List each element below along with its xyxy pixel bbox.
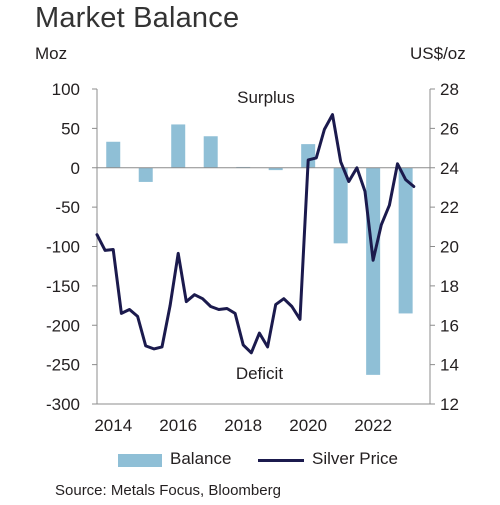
left-axis-tick-label: -100 <box>46 238 80 257</box>
balance-bar <box>138 167 153 182</box>
x-axis-tick-label: 2018 <box>224 416 262 435</box>
right-axis-tick-label: 26 <box>440 119 459 138</box>
market-balance-chart: 100500-50-100-150-200-250-30028262422201… <box>46 80 459 435</box>
chart-title: Market Balance <box>35 2 240 34</box>
left-axis-tick-label: -50 <box>55 198 80 217</box>
legend-silver-price-label: Silver Price <box>312 449 398 468</box>
left-axis-unit: Moz <box>35 44 68 63</box>
legend-balance-label: Balance <box>170 449 232 468</box>
balance-bar <box>333 167 348 244</box>
balance-bar <box>366 167 381 375</box>
left-axis-tick-label: -150 <box>46 277 80 296</box>
right-axis-tick-label: 28 <box>440 80 459 99</box>
left-axis-tick-label: 100 <box>52 80 80 99</box>
left-axis-tick-label: 50 <box>61 119 80 138</box>
silver-price-line <box>95 113 416 355</box>
balance-bar <box>398 167 413 314</box>
right-axis-unit: US$/oz <box>410 44 466 63</box>
legend-balance-swatch <box>118 454 162 467</box>
balance-bar <box>268 167 283 171</box>
annotation-surplus: Surplus <box>237 88 295 107</box>
right-axis-tick-label: 24 <box>440 159 459 178</box>
right-axis-tick-label: 14 <box>440 356 459 375</box>
x-axis-tick-label: 2014 <box>94 416 132 435</box>
right-axis-tick-label: 18 <box>440 277 459 296</box>
right-axis-tick-label: 16 <box>440 316 459 335</box>
left-axis-tick-label: -300 <box>46 395 80 414</box>
left-axis-tick-label: 0 <box>71 159 80 178</box>
x-axis-tick-label: 2022 <box>354 416 392 435</box>
balance-bar <box>203 136 218 168</box>
right-axis-tick-label: 22 <box>440 198 459 217</box>
right-axis-tick-label: 12 <box>440 395 459 414</box>
legend: Balance Silver Price <box>0 449 500 471</box>
balance-bar <box>301 144 316 168</box>
legend-silver-price-line <box>258 459 304 462</box>
annotation-deficit: Deficit <box>236 364 284 383</box>
balance-bar <box>106 141 121 168</box>
x-axis-tick-label: 2020 <box>289 416 327 435</box>
source-note: Source: Metals Focus, Bloomberg <box>55 482 281 499</box>
x-axis-tick-label: 2016 <box>159 416 197 435</box>
left-axis-tick-label: -250 <box>46 356 80 375</box>
balance-bar <box>171 124 186 168</box>
right-axis-tick-label: 20 <box>440 238 459 257</box>
left-axis-tick-label: -200 <box>46 316 80 335</box>
